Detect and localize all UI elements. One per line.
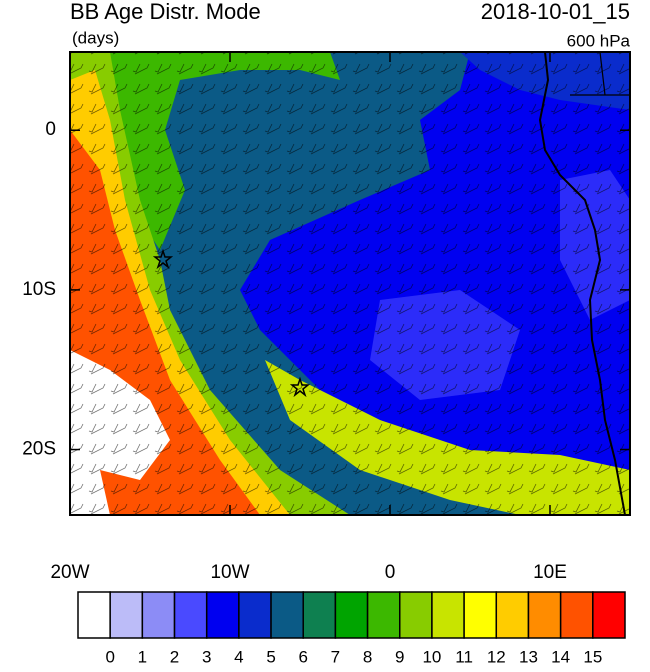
colorbar-label: 8 bbox=[363, 647, 372, 666]
map-level: 600 hPa bbox=[567, 31, 631, 50]
colorbar-box bbox=[399, 591, 433, 639]
colorbar-label: 11 bbox=[455, 647, 473, 666]
map-units: (days) bbox=[72, 28, 119, 47]
colorbar-label: 15 bbox=[583, 647, 602, 666]
y-tick-label: 0 bbox=[45, 119, 56, 140]
colorbar-label: 0 bbox=[105, 647, 114, 666]
x-tick-label: 10E bbox=[533, 562, 567, 583]
colorbar-label: 4 bbox=[234, 647, 243, 666]
colorbar-box bbox=[463, 591, 498, 639]
colorbar-label: 9 bbox=[395, 647, 404, 666]
colorbar-box bbox=[270, 591, 304, 639]
colorbar-label: 10 bbox=[422, 647, 441, 666]
x-tick-label: 10W bbox=[210, 562, 249, 583]
plot-frame bbox=[69, 51, 631, 516]
colorbar-box bbox=[141, 591, 176, 639]
colorbar-box bbox=[173, 591, 208, 639]
colorbar-box bbox=[77, 591, 111, 639]
colorbar-label: 2 bbox=[170, 647, 179, 666]
colorbar-box bbox=[431, 591, 465, 639]
site-star bbox=[152, 248, 174, 270]
borders bbox=[570, 52, 630, 96]
colorbar-box bbox=[366, 591, 401, 639]
colorbar-box bbox=[238, 591, 272, 639]
map-title: BB Age Distr. Mode bbox=[70, 0, 261, 24]
x-tick-label: 0 bbox=[385, 562, 396, 583]
colorbar: 0 1 2 3 4 5 6 7 8 9 10 11 12 13 14 15 bbox=[77, 591, 626, 666]
y-tick-label: 10S bbox=[22, 279, 56, 300]
wind-barbs bbox=[70, 52, 630, 515]
colorbar-label: 12 bbox=[487, 647, 506, 666]
colorbar-label: 14 bbox=[551, 647, 570, 666]
colorbar-box bbox=[559, 591, 594, 639]
colorbar-box bbox=[592, 591, 626, 639]
map-field bbox=[70, 52, 630, 515]
colorbar-label: 6 bbox=[299, 647, 308, 666]
colorbar-label: 7 bbox=[331, 647, 340, 666]
colorbar-label: 1 bbox=[138, 647, 147, 666]
colorbar-label: 5 bbox=[266, 647, 275, 666]
colorbar-box bbox=[109, 591, 144, 639]
colorbar-box bbox=[205, 591, 240, 639]
site-star bbox=[289, 376, 311, 398]
axis-ticks: 20W 10W 0 10E 0 10S 20S bbox=[22, 52, 630, 583]
colorbar-box bbox=[495, 591, 530, 639]
colorbar-label: 3 bbox=[202, 647, 211, 666]
colorbar-label: 13 bbox=[519, 647, 538, 666]
map-date: 2018-10-01_15 bbox=[481, 0, 630, 24]
x-tick-label: 20W bbox=[50, 562, 89, 583]
coastline bbox=[538, 52, 626, 515]
colorbar-box bbox=[527, 591, 562, 639]
y-tick-label: 20S bbox=[22, 439, 56, 460]
colorbar-box bbox=[334, 591, 369, 639]
colorbar-box bbox=[302, 591, 337, 639]
